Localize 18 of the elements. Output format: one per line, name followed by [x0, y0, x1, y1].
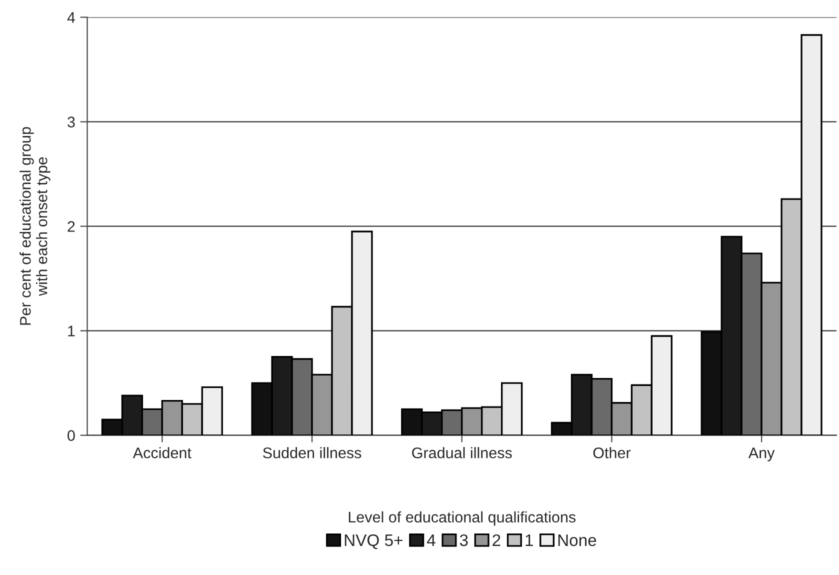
- legend-label: NVQ 5+: [344, 534, 402, 550]
- x-tick-label: Sudden illness: [263, 447, 362, 458]
- y-tick-label: 1: [68, 326, 75, 336]
- x-tick-label: Gradual illness: [412, 447, 512, 458]
- y-tick-label: 3: [68, 116, 75, 128]
- x-tick-label: Other: [593, 447, 631, 458]
- legend-label: 1: [526, 534, 533, 546]
- x-tick-label: Any: [748, 448, 775, 462]
- y-tick-label: 0: [68, 430, 75, 441]
- y-tick-label: 4: [67, 12, 76, 23]
- y-axis-title: Per cent of educational group with each onset type: [20, 127, 50, 325]
- legend-label: 2: [492, 534, 500, 546]
- y-tick-label: 2: [68, 221, 75, 232]
- x-tick-label: Accident: [132, 447, 192, 458]
- x-axis-title: Level of educational qualifications: [348, 511, 576, 526]
- legend-label: 4: [427, 534, 436, 546]
- legend-label: 3: [460, 534, 468, 546]
- legend-label: None: [558, 534, 596, 546]
